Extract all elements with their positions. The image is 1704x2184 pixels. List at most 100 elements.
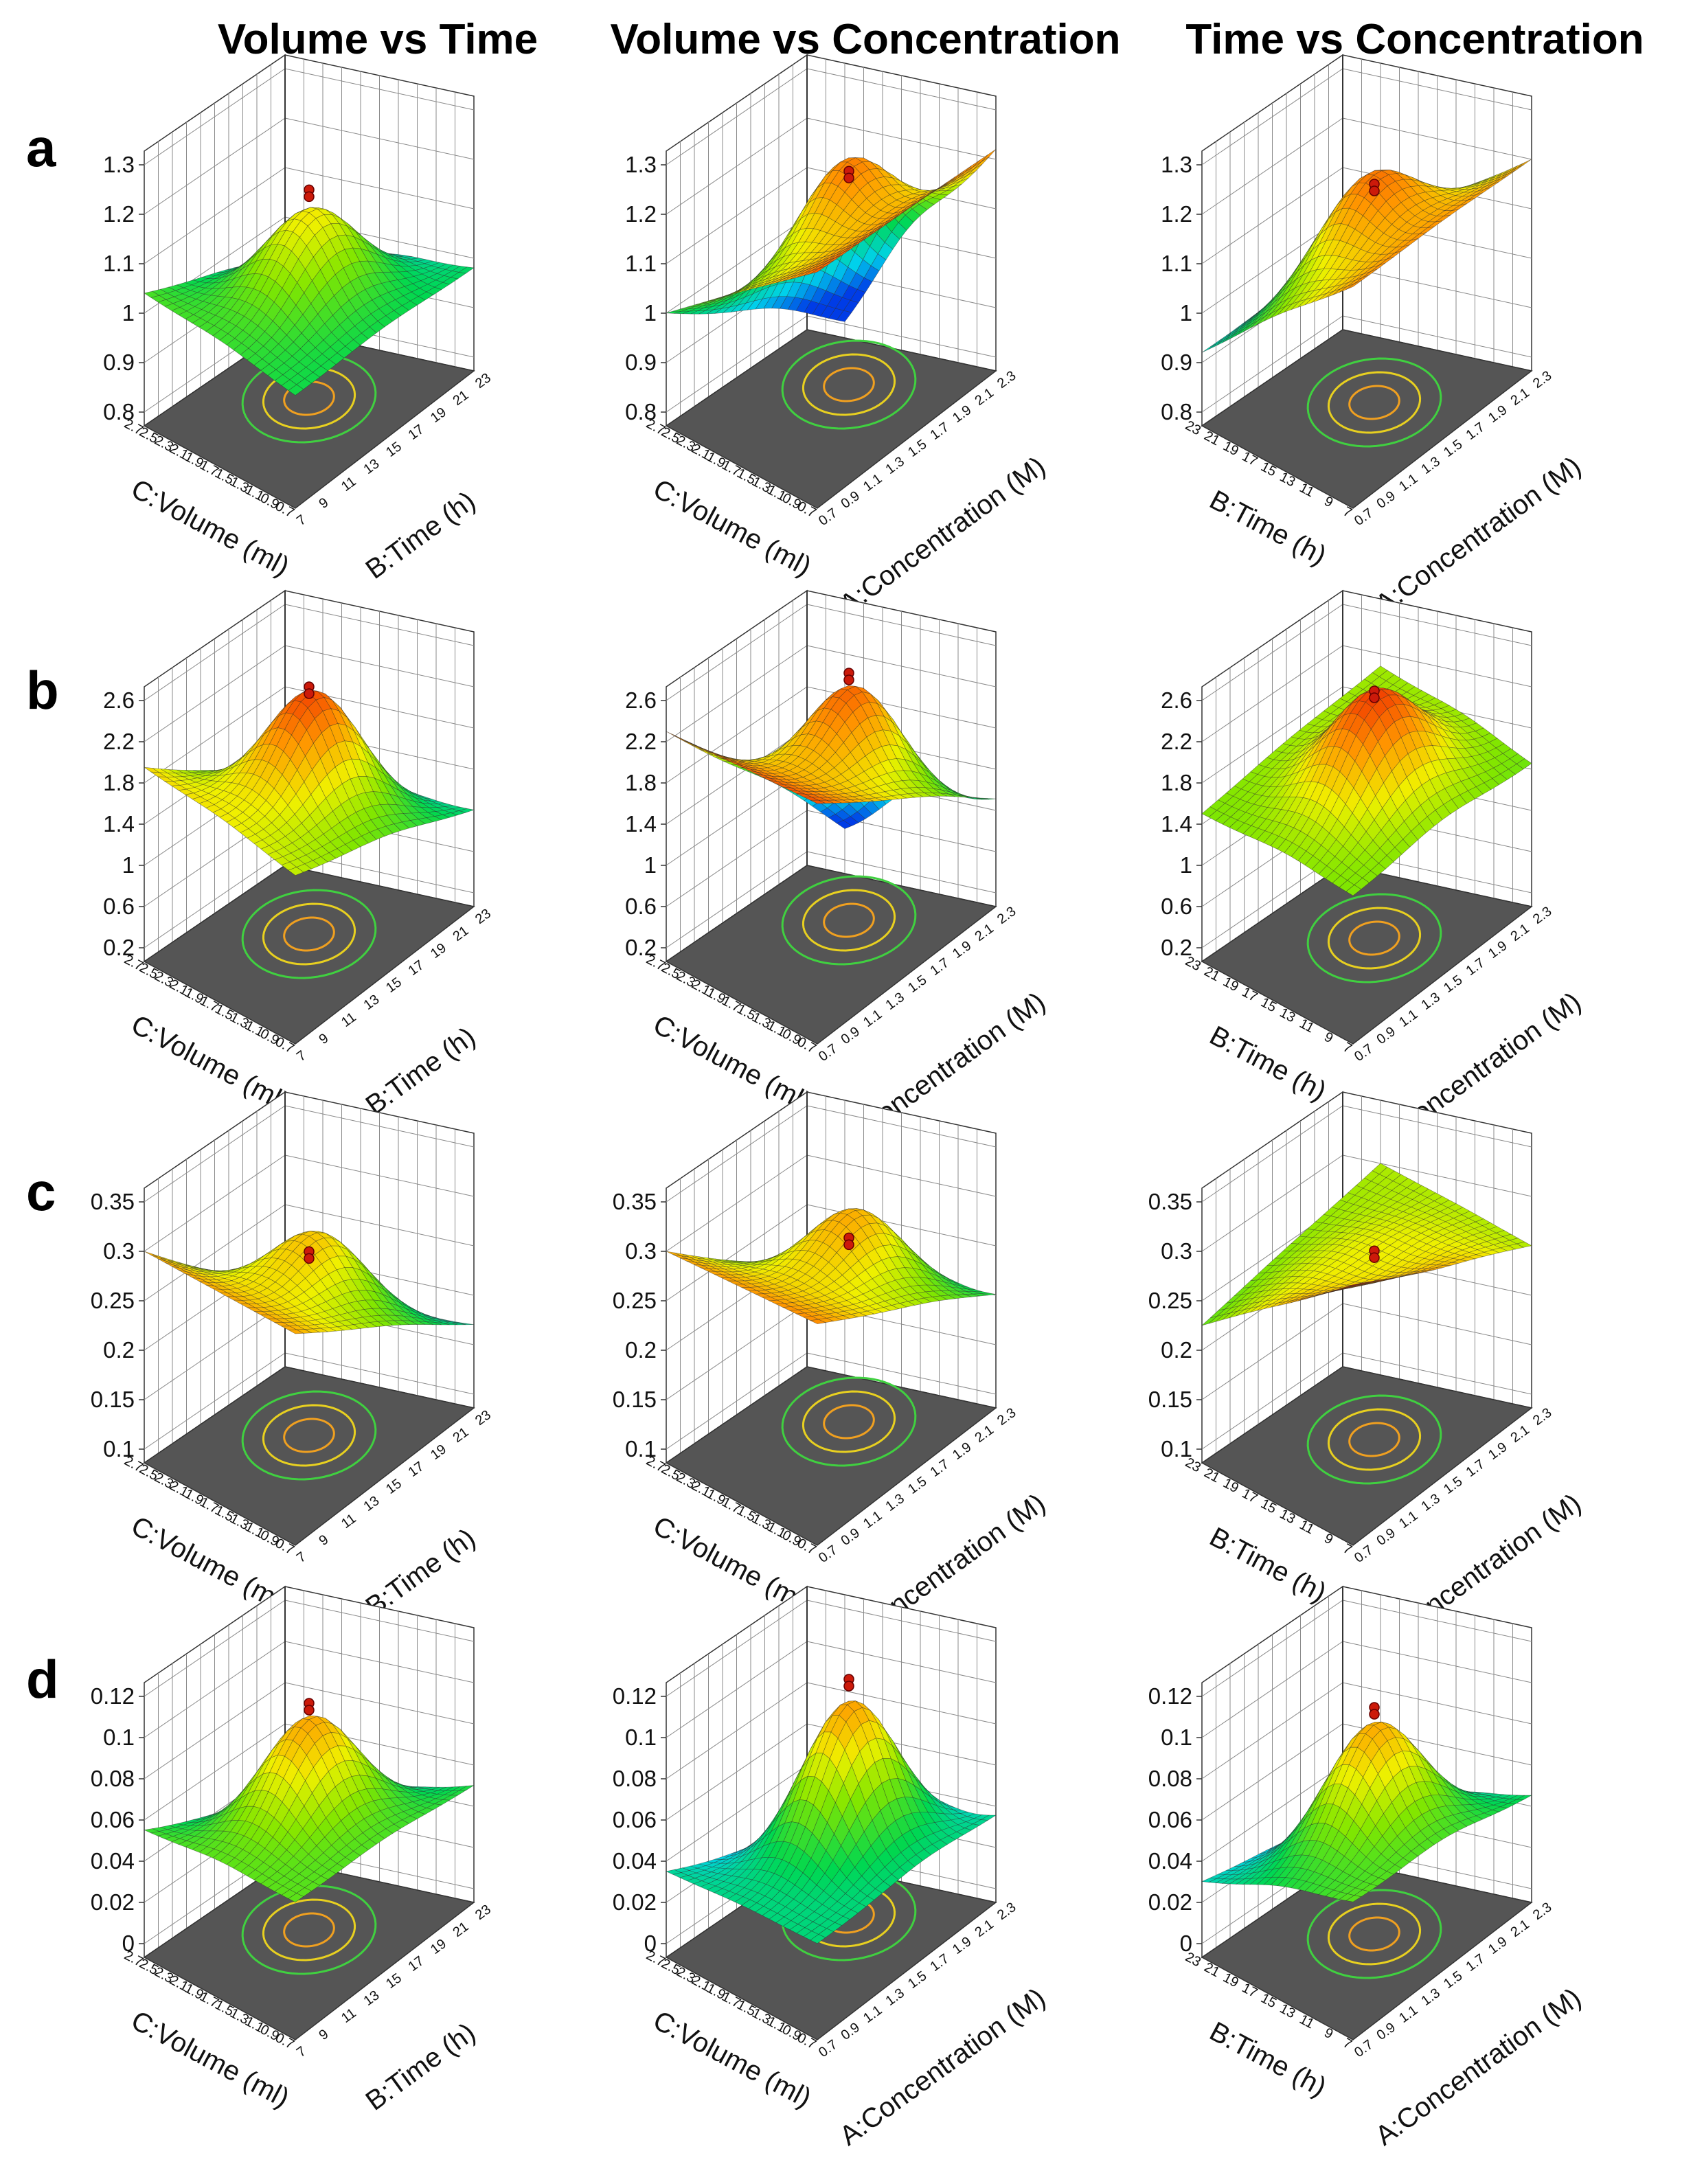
z-tick-label: 2.6 — [625, 687, 657, 713]
design-point-marker — [1370, 686, 1379, 703]
y-tick-label: 2.3 — [1530, 904, 1554, 927]
z-tick-label: 0.1 — [103, 1725, 135, 1750]
z-tick-label: 0.25 — [91, 1288, 135, 1313]
row-label-b: b — [26, 659, 59, 722]
y-tick-label: 21 — [451, 923, 472, 944]
design-point-marker — [304, 1247, 314, 1263]
y-tick-label: 1.5 — [905, 437, 929, 460]
y-tick-label: 1.7 — [928, 955, 952, 979]
y-tick-label: 1.1 — [1396, 1508, 1420, 1532]
y-axis-title: B:Time (h) — [361, 2017, 481, 2116]
z-tick-label: 2.6 — [1161, 687, 1192, 713]
y-tick-label: 0.7 — [1352, 2037, 1376, 2060]
design-point-marker — [844, 1674, 854, 1691]
z-tick-label: 1 — [1180, 852, 1192, 878]
y-tick-label: 2.3 — [995, 904, 1019, 927]
design-point-marker — [1370, 1703, 1379, 1719]
y-tick-label: 1.1 — [861, 2003, 885, 2026]
y-tick-label: 21 — [451, 387, 472, 409]
y-tick-label: 19 — [428, 1936, 449, 1957]
y-tick-label: 2.1 — [973, 385, 997, 409]
z-tick-label: 0.15 — [91, 1387, 135, 1412]
x-axis-title: B:Time (h) — [1205, 485, 1331, 571]
design-point-marker — [1370, 179, 1379, 196]
design-point-marker — [304, 682, 314, 698]
y-tick-label: 1.9 — [1486, 402, 1510, 426]
z-tick-label: 0.3 — [103, 1238, 135, 1264]
z-tick-label: 0.08 — [1148, 1766, 1192, 1791]
y-tick-label: 19 — [428, 405, 449, 426]
y-tick-label: 0.7 — [1352, 1543, 1376, 1566]
row-label-c: c — [26, 1161, 56, 1223]
z-tick-label: 0.3 — [625, 1238, 657, 1264]
column-title-volume-vs-concentration: Volume vs Concentration — [591, 15, 1140, 64]
y-tick-label: 7 — [294, 512, 309, 529]
y-tick-label: 0.7 — [1352, 505, 1376, 529]
y-tick-label: 13 — [361, 1493, 383, 1514]
z-tick-label: 1.1 — [1161, 251, 1192, 276]
z-tick-label: 2.6 — [103, 687, 135, 713]
z-tick-label: 0.35 — [1148, 1189, 1192, 1214]
y-tick-label: 1.7 — [928, 1951, 952, 1975]
y-tick-label: 23 — [473, 370, 494, 391]
y-tick-label: 2.3 — [1530, 368, 1554, 391]
y-tick-label: 0.9 — [839, 2020, 863, 2043]
y-tick-label: 2.3 — [1530, 1900, 1554, 1923]
surface-plot-d-1: 00.020.040.060.080.10.120.70.91.11.31.51… — [103, 1648, 611, 2184]
y-axis-title: A:Concentration (M) — [1370, 451, 1587, 619]
z-tick-label: 0.02 — [91, 1889, 135, 1915]
x-tick-label: 9 — [1321, 1030, 1335, 1047]
y-tick-label: 0.7 — [816, 2037, 840, 2060]
z-tick-label: 0.04 — [91, 1848, 135, 1874]
z-tick-label: 0.9 — [103, 350, 135, 375]
surface-plot-a-1: 0.80.911.11.21.30.70.91.11.31.51.71.92.1… — [103, 117, 611, 652]
y-tick-label: 1.9 — [950, 1934, 974, 1957]
z-tick-label: 0.35 — [91, 1189, 135, 1214]
z-tick-label: 1.4 — [103, 811, 135, 837]
y-tick-label: 9 — [317, 1532, 332, 1549]
z-tick-label: 0.2 — [103, 1337, 135, 1363]
design-point-marker — [1370, 1246, 1379, 1262]
y-tick-label: 1.3 — [1419, 990, 1443, 1013]
y-tick-label: 19 — [428, 940, 449, 962]
surface-plot-d-3: 00.020.040.060.080.10.127911131517192123… — [1161, 1648, 1669, 2184]
z-tick-label: 1.2 — [625, 201, 657, 227]
z-tick-label: 0.1 — [1161, 1725, 1192, 1750]
y-tick-label: 1.7 — [1464, 1457, 1488, 1480]
y-tick-label: 17 — [406, 422, 427, 443]
y-tick-label: 1.1 — [861, 1508, 885, 1532]
z-tick-label: 1.2 — [1161, 201, 1192, 227]
y-tick-label: 9 — [317, 1031, 332, 1047]
z-tick-label: 1.2 — [103, 201, 135, 227]
y-tick-label: 1.5 — [1441, 1968, 1465, 1992]
z-tick-label: 1.8 — [625, 770, 657, 795]
y-axis-title: A:Concentration (M) — [1370, 1982, 1587, 2151]
z-tick-label: 0.2 — [625, 1337, 657, 1363]
y-tick-label: 1.9 — [1486, 1934, 1510, 1957]
z-axis: 0.80.911.11.21.3 — [1161, 152, 1202, 424]
z-tick-label: 0.6 — [1161, 894, 1192, 919]
y-tick-label: 1.7 — [1464, 1951, 1488, 1975]
y-tick-label: 0.7 — [816, 505, 840, 529]
y-tick-label: 0.7 — [816, 1543, 840, 1566]
y-tick-label: 1.1 — [861, 1007, 885, 1030]
z-tick-label: 1 — [122, 300, 135, 326]
z-axis: 0.20.611.41.82.22.6 — [103, 687, 144, 960]
y-tick-label: 2.1 — [1508, 385, 1532, 409]
y-tick-label: 7 — [294, 1048, 309, 1065]
y-tick-label: 1.5 — [905, 972, 929, 996]
y-tick-label: 1.9 — [950, 938, 974, 962]
z-tick-label: 0.08 — [91, 1766, 135, 1791]
z-tick-label: 1.8 — [103, 770, 135, 795]
z-tick-label: 1.4 — [625, 811, 657, 837]
column-title-volume-vs-time: Volume vs Time — [103, 15, 652, 64]
y-tick-label: 0.9 — [1374, 2020, 1398, 2043]
z-tick-label: 0.35 — [613, 1189, 657, 1214]
row-label-a: a — [26, 117, 56, 179]
y-tick-label: 23 — [473, 1902, 494, 1923]
y-tick-label: 2.3 — [995, 1900, 1019, 1923]
x-axis-title: B:Time (h) — [1205, 1021, 1331, 1107]
design-point-marker — [844, 166, 854, 183]
y-tick-label: 1.3 — [1419, 1986, 1443, 2009]
y-tick-label: 1.9 — [1486, 1440, 1510, 1463]
